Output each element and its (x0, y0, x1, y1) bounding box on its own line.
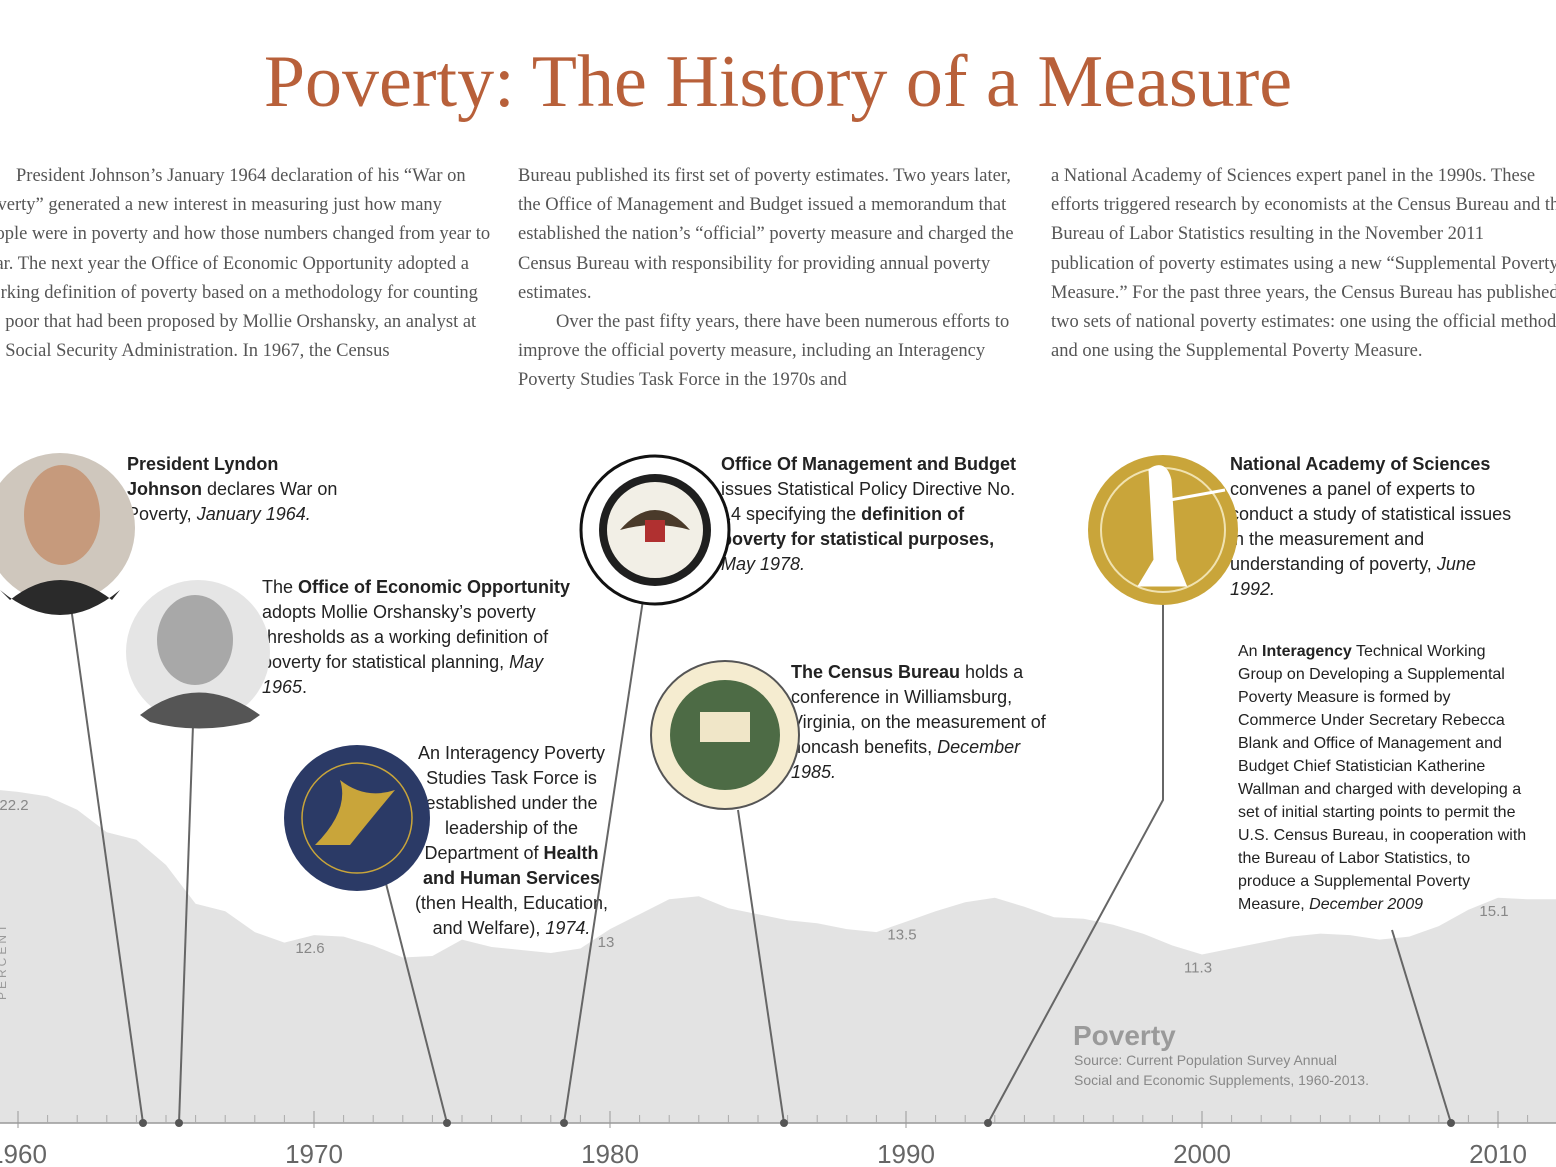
chart-title: Poverty (1073, 1020, 1176, 1051)
x-tick-label: 1980 (581, 1139, 639, 1167)
text-run: convenes a panel of experts to conduct a… (1230, 479, 1512, 574)
text-run: May 1978. (721, 554, 806, 574)
text-run: June 1992. (1230, 554, 1476, 599)
event-text: An Interagency Technical Working Group o… (1238, 640, 1528, 916)
event-text: President Lyndon Johnson declares War on… (127, 452, 357, 527)
text-run: Technical Working Group on Developing a … (1238, 643, 1527, 913)
text-run: Office of Economic Opportunity (298, 577, 571, 597)
x-tick-label: 1970 (285, 1139, 343, 1167)
paragraph: a National Academy of Sciences expert pa… (1051, 166, 1556, 362)
event-text: National Academy of Sciences convenes a … (1230, 452, 1522, 602)
event-text: Office Of Management and Budget issues S… (721, 452, 1021, 577)
paragraph: Over the past fifty years, there have be… (518, 312, 1010, 391)
value-label: 11.3 (1184, 959, 1212, 976)
intro-column: Bureau published its first set of povert… (518, 162, 1028, 396)
text-run: The Census Bureau (791, 662, 961, 682)
text-run: January 1964. (196, 504, 311, 524)
text-run: definition of poverty for statistical pu… (721, 504, 995, 549)
event-text: The Census Bureau holds a conference in … (791, 660, 1069, 785)
text-run: President Lyndon Johnson (127, 454, 279, 499)
text-run: Office Of Management and Budget (721, 454, 1017, 474)
page-title: Poverty: The History of a Measure (263, 41, 1293, 123)
text-run: issues Statistical Policy Directive No. … (721, 479, 1016, 524)
source-note: Source: Current Population Survey Annual (1074, 1052, 1337, 1068)
text-run: . (302, 677, 308, 697)
value-label: 15.1 (1479, 903, 1508, 920)
text-run: declares War on Poverty, (127, 479, 338, 524)
paragraph: President Johnson’s January 1964 declara… (0, 166, 491, 362)
y-axis-label: PERCENT (0, 922, 9, 1000)
value-label: 12.6 (295, 940, 324, 957)
x-tick-label: 1960 (0, 1139, 47, 1167)
text-run: May 1965 (262, 652, 544, 697)
x-tick-label: 1990 (877, 1139, 935, 1167)
x-tick-label: 2000 (1173, 1139, 1231, 1167)
text-run: National Academy of Sciences (1230, 454, 1491, 474)
text-run: adopts Mollie Orshansky’s poverty thresh… (262, 602, 549, 672)
paragraph: Bureau published its first set of povert… (518, 166, 1014, 303)
text-run: 1974. (545, 918, 591, 938)
text-run: An (1238, 643, 1263, 660)
event-text: An Interagency Poverty Studies Task Forc… (408, 741, 615, 941)
text-run: December 2009 (1309, 896, 1423, 913)
text-run: (then Health, Education, and Welfare), (414, 893, 609, 938)
text-run: An Interagency Poverty Studies Task Forc… (417, 743, 606, 863)
value-label: 22.2 (0, 797, 29, 814)
text-run: The (262, 577, 299, 597)
value-label: 13.5 (887, 927, 916, 944)
text-run: holds a conference in Williamsburg, Virg… (791, 662, 1046, 757)
intro-column: President Johnson’s January 1964 declara… (0, 162, 493, 366)
text-run: Interagency (1262, 643, 1352, 660)
source-note: Social and Economic Supplements, 1960-20… (1074, 1072, 1369, 1088)
x-tick-label: 2010 (1469, 1139, 1527, 1167)
intro-column: a National Academy of Sciences expert pa… (1051, 162, 1556, 366)
event-text: The Office of Economic Opportunity adopt… (262, 575, 574, 700)
